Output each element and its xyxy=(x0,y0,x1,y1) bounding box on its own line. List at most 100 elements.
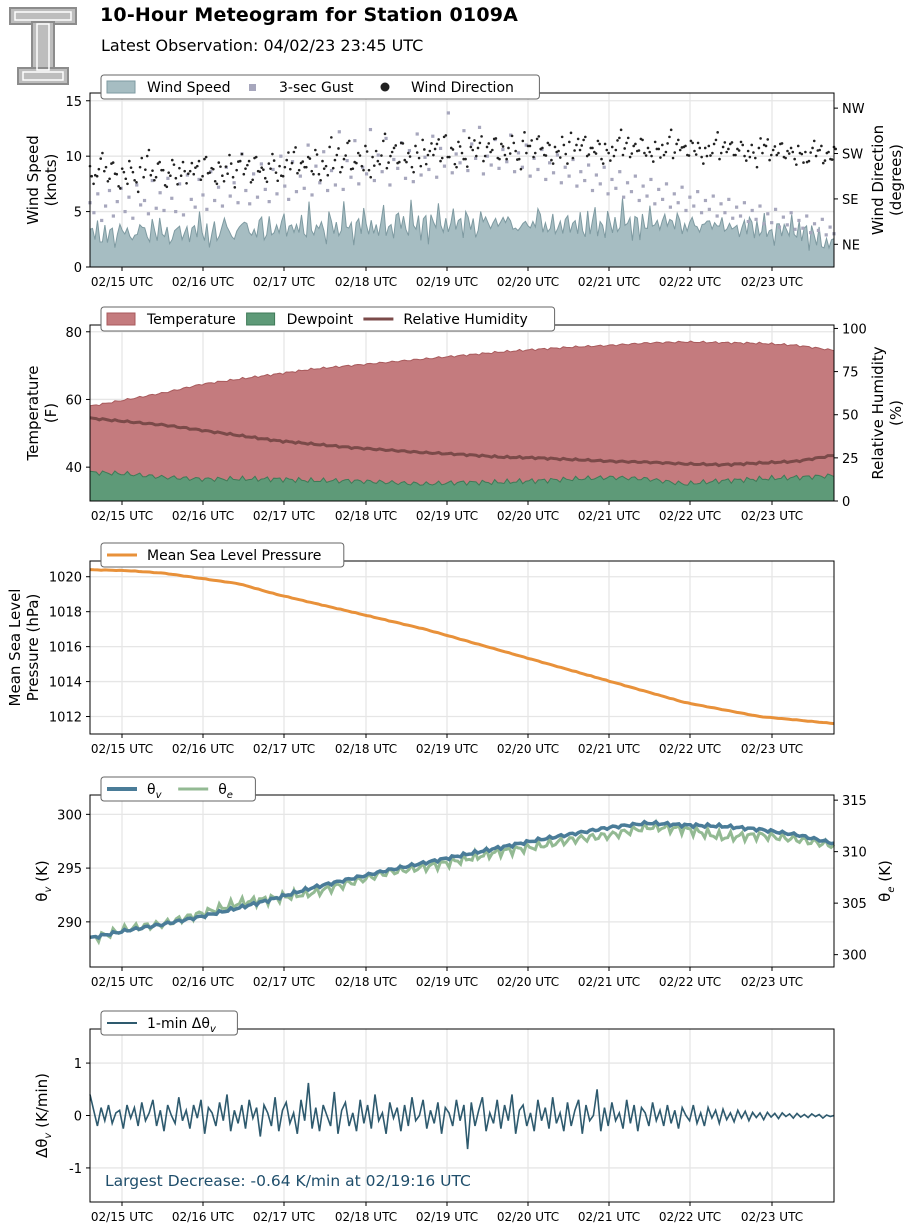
wind-direction-point xyxy=(500,142,503,146)
gust-point xyxy=(551,171,556,175)
plot-area xyxy=(90,561,834,734)
wind-direction-point xyxy=(378,162,382,166)
wind-direction-point xyxy=(505,157,508,161)
gust-point xyxy=(150,178,154,183)
theta-v-line xyxy=(89,819,835,941)
wind-direction-point xyxy=(651,160,655,163)
gust-point xyxy=(142,198,147,203)
gust-point xyxy=(481,172,486,176)
wind-direction-point xyxy=(796,144,800,148)
wind-direction-point xyxy=(653,140,657,144)
wind-direction-point xyxy=(548,143,551,147)
x-tick-label: 02/16 UTC xyxy=(172,975,234,989)
gust-point xyxy=(263,187,267,192)
gust-point xyxy=(781,215,785,219)
wind-direction-point xyxy=(550,158,553,162)
wind-direction-point xyxy=(491,148,494,152)
x-tick-label: 02/17 UTC xyxy=(253,1210,315,1224)
gust-point xyxy=(610,177,614,182)
wind-direction-point xyxy=(728,142,732,146)
x-tick-label: 02/18 UTC xyxy=(335,509,397,523)
gust-point xyxy=(812,222,817,226)
wind-direction-point xyxy=(238,159,242,163)
gust-point xyxy=(477,125,482,129)
gust-point xyxy=(598,182,602,186)
gust-point xyxy=(497,166,501,170)
wind-direction-point xyxy=(743,154,746,158)
wind-direction-point xyxy=(385,166,389,170)
x-tick-label: 02/18 UTC xyxy=(335,975,397,989)
wind-direction-point xyxy=(347,139,351,143)
gust-point xyxy=(692,204,696,208)
gust-point xyxy=(306,143,310,147)
wind-direction-point xyxy=(621,153,625,157)
y2-tick-label: 25 xyxy=(842,452,859,467)
y-tick-label: 80 xyxy=(65,326,82,341)
x-tick-label: 02/19 UTC xyxy=(416,275,478,289)
gust-point xyxy=(501,147,505,152)
wind-direction-point xyxy=(412,170,415,174)
wind-direction-point xyxy=(526,144,530,148)
x-tick-label: 02/23 UTC xyxy=(741,509,803,523)
gust-point xyxy=(703,198,708,203)
legend xyxy=(100,74,540,100)
x-tick-label: 02/22 UTC xyxy=(659,975,721,989)
wind-direction-point xyxy=(372,164,376,167)
wind-direction-point xyxy=(380,154,383,157)
wind-direction-point xyxy=(689,139,693,143)
wind-direction-point xyxy=(721,145,725,149)
wind-direction-point xyxy=(501,145,505,148)
wind-direction-point xyxy=(104,165,108,169)
y2-tick-label: 305 xyxy=(842,897,867,912)
legend-label: θe xyxy=(218,782,233,801)
gust-point xyxy=(563,165,567,169)
wind-direction-point xyxy=(560,135,564,139)
y-tick-label: 10 xyxy=(65,150,82,165)
wind-direction-point xyxy=(153,178,156,182)
wind-direction-point xyxy=(371,155,374,159)
y-tick-label: 60 xyxy=(65,393,82,408)
wind-direction-point xyxy=(103,169,106,173)
wind-direction-point xyxy=(376,159,380,163)
wind-direction-point xyxy=(233,186,237,189)
legend-label: Wind Direction xyxy=(411,80,514,96)
gust-point xyxy=(388,183,392,187)
wind-direction-point xyxy=(326,173,330,177)
wind-direction-point xyxy=(342,157,346,161)
wind-direction-point xyxy=(324,164,328,168)
wind-direction-point xyxy=(285,158,289,162)
wind-direction-point xyxy=(167,171,170,174)
wind-direction-point xyxy=(181,160,185,164)
wind-direction-point xyxy=(784,156,787,160)
wind-direction-point xyxy=(804,150,807,154)
wind-direction-point xyxy=(580,144,584,147)
wind-direction-point xyxy=(605,148,609,152)
wind-direction-point xyxy=(462,157,466,161)
wind-direction-point xyxy=(190,161,194,165)
wind-direction-point xyxy=(136,190,140,194)
gust-point xyxy=(337,130,341,134)
gust-point xyxy=(267,200,271,204)
axis-label-line: (knots) xyxy=(42,154,60,207)
gust-point xyxy=(688,195,692,199)
wind-direction-point xyxy=(346,141,349,145)
gust-point xyxy=(275,192,279,196)
wind-direction-point xyxy=(614,148,618,152)
wind-direction-point xyxy=(600,157,603,161)
wind-direction-point xyxy=(219,165,222,168)
x-tick-label: 02/15 UTC xyxy=(91,509,153,523)
axis-label-line: Pressure (hPa) xyxy=(24,594,42,702)
wind-direction-point xyxy=(475,154,478,158)
wind-direction-point xyxy=(528,144,532,148)
gust-point xyxy=(586,163,591,167)
wind-direction-point xyxy=(306,155,310,159)
gust-point xyxy=(209,170,213,174)
dewpoint-area xyxy=(89,470,835,502)
wind-direction-point xyxy=(394,144,398,147)
y2-tick-label: 75 xyxy=(842,366,859,381)
wind-direction-point xyxy=(664,150,668,154)
gust-point xyxy=(458,161,462,165)
pressure-line xyxy=(89,568,835,726)
wind-direction-point xyxy=(92,182,95,186)
wind-direction-point xyxy=(564,152,568,156)
